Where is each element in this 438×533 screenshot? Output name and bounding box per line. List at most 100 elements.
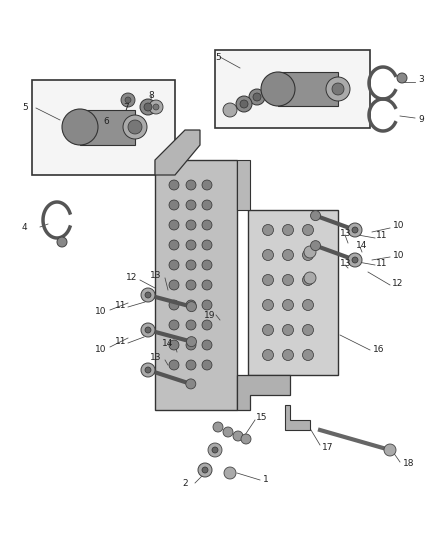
Bar xyxy=(215,50,370,128)
Text: 19: 19 xyxy=(204,311,215,319)
Circle shape xyxy=(169,240,179,250)
Circle shape xyxy=(186,340,196,350)
Circle shape xyxy=(202,320,212,330)
Polygon shape xyxy=(155,130,200,175)
Circle shape xyxy=(397,73,407,83)
Bar xyxy=(278,72,338,106)
Text: 11: 11 xyxy=(115,301,127,310)
Circle shape xyxy=(202,180,212,190)
Circle shape xyxy=(187,337,197,346)
Text: 13: 13 xyxy=(150,271,162,280)
Circle shape xyxy=(202,360,212,370)
Text: 8: 8 xyxy=(148,92,154,101)
Bar xyxy=(237,160,250,210)
Text: 1: 1 xyxy=(263,475,269,484)
Circle shape xyxy=(169,360,179,370)
Circle shape xyxy=(262,350,273,360)
Circle shape xyxy=(141,323,155,337)
Circle shape xyxy=(311,240,321,251)
Circle shape xyxy=(186,180,196,190)
Circle shape xyxy=(123,115,147,139)
Circle shape xyxy=(186,280,196,290)
Text: 6: 6 xyxy=(103,117,109,126)
Text: 11: 11 xyxy=(376,259,388,268)
Circle shape xyxy=(202,467,208,473)
Circle shape xyxy=(57,237,67,247)
Circle shape xyxy=(169,200,179,210)
Circle shape xyxy=(283,249,293,261)
Circle shape xyxy=(145,292,151,298)
Text: 11: 11 xyxy=(376,231,388,240)
Polygon shape xyxy=(237,375,290,410)
Circle shape xyxy=(169,280,179,290)
Circle shape xyxy=(303,224,314,236)
Circle shape xyxy=(202,300,212,310)
Text: 10: 10 xyxy=(95,308,106,317)
Text: 12: 12 xyxy=(126,273,138,282)
Circle shape xyxy=(283,300,293,311)
Circle shape xyxy=(169,180,179,190)
Text: 5: 5 xyxy=(22,103,28,112)
Circle shape xyxy=(149,100,163,114)
Circle shape xyxy=(303,350,314,360)
Text: 15: 15 xyxy=(256,414,268,423)
Circle shape xyxy=(262,325,273,335)
Circle shape xyxy=(212,447,218,453)
Circle shape xyxy=(253,93,261,101)
Circle shape xyxy=(262,274,273,286)
Circle shape xyxy=(202,220,212,230)
Circle shape xyxy=(121,93,135,107)
Bar xyxy=(155,160,237,410)
Text: 18: 18 xyxy=(403,458,414,467)
Text: 10: 10 xyxy=(393,222,405,230)
Circle shape xyxy=(236,96,252,112)
Circle shape xyxy=(283,224,293,236)
Circle shape xyxy=(249,89,265,105)
Text: 16: 16 xyxy=(373,345,385,354)
Circle shape xyxy=(262,300,273,311)
Circle shape xyxy=(145,327,151,333)
Polygon shape xyxy=(285,405,310,430)
Circle shape xyxy=(202,240,212,250)
Circle shape xyxy=(283,274,293,286)
Circle shape xyxy=(186,240,196,250)
Text: 14: 14 xyxy=(162,340,173,349)
Text: 10: 10 xyxy=(95,344,106,353)
Text: 10: 10 xyxy=(393,251,405,260)
Circle shape xyxy=(240,100,248,108)
Text: 17: 17 xyxy=(322,442,333,451)
Circle shape xyxy=(348,223,362,237)
Text: 2: 2 xyxy=(182,479,187,488)
Circle shape xyxy=(198,463,212,477)
Circle shape xyxy=(303,325,314,335)
Circle shape xyxy=(169,220,179,230)
Circle shape xyxy=(186,379,196,389)
Circle shape xyxy=(153,104,159,110)
Circle shape xyxy=(141,363,155,377)
Text: 5: 5 xyxy=(215,52,221,61)
Circle shape xyxy=(125,97,131,103)
Circle shape xyxy=(186,260,196,270)
Text: 13: 13 xyxy=(150,353,162,362)
Circle shape xyxy=(304,272,316,284)
Text: 14: 14 xyxy=(356,241,367,251)
Circle shape xyxy=(311,211,321,221)
Text: 12: 12 xyxy=(392,279,403,288)
Circle shape xyxy=(223,103,237,117)
Circle shape xyxy=(283,325,293,335)
Circle shape xyxy=(169,340,179,350)
Circle shape xyxy=(261,72,295,106)
Circle shape xyxy=(303,249,314,261)
Text: 13: 13 xyxy=(340,229,352,238)
Circle shape xyxy=(140,99,156,115)
Circle shape xyxy=(384,444,396,456)
Circle shape xyxy=(186,220,196,230)
Circle shape xyxy=(326,77,350,101)
Bar xyxy=(32,80,175,175)
Circle shape xyxy=(145,367,151,373)
Circle shape xyxy=(202,280,212,290)
Circle shape xyxy=(141,288,155,302)
Circle shape xyxy=(186,200,196,210)
Circle shape xyxy=(348,253,362,267)
Circle shape xyxy=(332,83,344,95)
